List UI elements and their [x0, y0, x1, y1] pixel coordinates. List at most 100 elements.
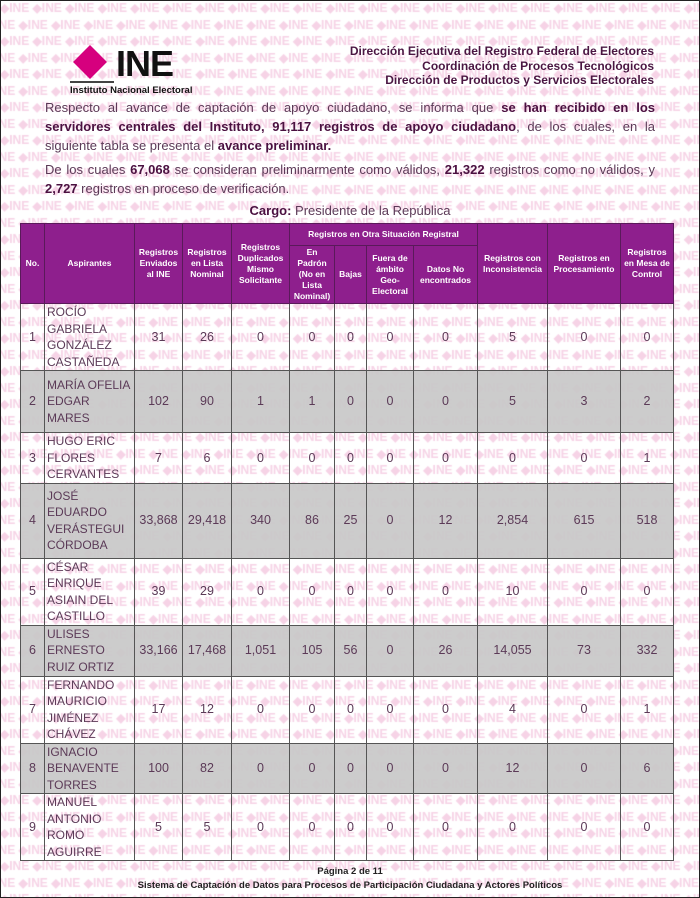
cell-value: 5	[182, 793, 232, 861]
cell-value: 0	[547, 432, 621, 484]
aspirante-name: HUGO ERIC FLORES CERVANTES	[44, 432, 135, 484]
cell-value: 0	[289, 742, 335, 794]
cell-value: 0	[413, 675, 478, 744]
cell-value: 0	[231, 793, 290, 861]
col-mesa: Registros en Mesa de Control	[620, 223, 674, 304]
cell-value: 29,418	[182, 482, 232, 559]
cell-value: 105	[289, 624, 335, 677]
aspirante-name: ROCÍO GABRIELA GONZÁLEZ CASTAÑEDA	[44, 303, 135, 371]
cell-value: 0	[413, 432, 478, 484]
col-duplicados: Registros Duplicados Mismo Solicitante	[231, 223, 290, 304]
cell-value: 0	[289, 793, 335, 861]
cell-value: 0	[366, 432, 414, 484]
cell-value: 0	[334, 370, 367, 433]
page-header: INE Instituto Nacional Electoral Direcci…	[0, 42, 700, 98]
cell-value: 33,868	[134, 482, 183, 559]
col-enviados: Registros Enviados al INE	[134, 223, 183, 304]
cell-value: 518	[620, 482, 674, 559]
row-number: 2	[20, 370, 45, 433]
header-line: Dirección de Productos y Servicios Elect…	[385, 73, 654, 87]
col-lista: Registros en Lista Nominal	[182, 223, 232, 304]
col-datos: Datos No encontrados	[413, 245, 478, 304]
cell-value: 5	[134, 793, 183, 861]
text: registros como no válidos, y	[484, 162, 656, 177]
cell-value: 0	[413, 742, 478, 794]
header-block: Dirección Ejecutiva del Registro Federal…	[350, 44, 654, 88]
cell-value: 0	[366, 370, 414, 433]
summary-paragraph: De los cuales 67,068 se consideran preli…	[45, 160, 655, 198]
ine-logo: INE Instituto Nacional Electoral	[68, 43, 203, 98]
cargo-title: Cargo: Presidente de la República	[0, 202, 700, 219]
verifying-count: 2,727	[45, 181, 78, 196]
cell-value: 0	[366, 675, 414, 744]
table-row: 2 MARÍA OFELIA EDGAR MARES 102 90 1 1 0 0 0 5 3 2	[20, 370, 674, 433]
cell-value: 0	[620, 303, 674, 371]
cell-value: 0	[231, 557, 290, 626]
table-row: 4 JOSÉ EDUARDO VERÁSTEGUI CÓRDOBA 33,868 29…	[20, 482, 674, 559]
cell-value: 0	[547, 675, 621, 744]
cell-value: 0	[334, 432, 367, 484]
header-line: Coordinación de Procesos Tecnológicos	[422, 58, 654, 73]
row-number: 4	[20, 482, 45, 559]
cell-value: 7	[134, 432, 183, 484]
col-padron: En Padrón (No en Lista Nominal)	[289, 245, 335, 304]
cell-value: 0	[334, 742, 367, 794]
cell-value: 0	[231, 675, 290, 744]
aspirante-name: FERNANDO MAURICIO JIMÉNEZ CHÁVEZ	[44, 675, 135, 744]
cell-value: 12	[477, 742, 548, 794]
cell-value: 73	[547, 624, 621, 677]
table-row: 1 ROCÍO GABRIELA GONZÁLEZ CASTAÑEDA 31 26 0 0…	[20, 303, 674, 371]
cell-value: 0	[289, 432, 335, 484]
cell-value: 2	[620, 370, 674, 433]
cell-value: 0	[547, 303, 621, 371]
cell-value: 615	[547, 482, 621, 559]
cell-value: 0	[366, 742, 414, 794]
logo-subtitle: Instituto Nacional Electoral	[70, 85, 193, 96]
cell-value: 0	[334, 793, 367, 861]
valid-count: 67,068	[130, 162, 170, 177]
cell-value: 0	[413, 303, 478, 371]
cell-value: 340	[231, 482, 290, 559]
cell-value: 0	[547, 742, 621, 794]
logo-underline	[70, 81, 114, 83]
cell-value: 1	[620, 432, 674, 484]
cell-value: 25	[334, 482, 367, 559]
text: De los cuales	[45, 162, 131, 177]
footer-system: Sistema de Captación de Datos para Proce…	[137, 880, 563, 891]
cell-value: 17,468	[182, 624, 232, 677]
cell-value: 0	[366, 793, 414, 861]
col-no: No.	[20, 223, 45, 304]
cell-value: 0	[231, 742, 290, 794]
cell-value: 102	[134, 370, 183, 433]
aspirante-name: MANUEL ANTONIO ROMO AGUIRRE	[44, 793, 135, 861]
logo-wordmark: INE	[116, 43, 174, 84]
page-number: Página 2 de 11	[317, 866, 383, 877]
row-number: 5	[20, 557, 45, 626]
row-number: 1	[20, 303, 45, 371]
row-number: 7	[20, 675, 45, 744]
cell-value: 4	[477, 675, 548, 744]
results-table: No. Aspirantes Registros Enviados al INE…	[20, 223, 674, 861]
cell-value: 0	[231, 303, 290, 371]
cell-value: 0	[620, 557, 674, 626]
intro-paragraph: Respecto al avance de captación de apoyo…	[45, 98, 655, 155]
table-row: 9 MANUEL ANTONIO ROMO AGUIRRE 5 5 0 0 0 0 0 0 0 0	[20, 793, 674, 861]
cargo-label: Cargo:	[249, 203, 292, 218]
cell-value: 3	[547, 370, 621, 433]
cell-value: 0	[477, 793, 548, 861]
cell-value: 0	[413, 793, 478, 861]
col-group-otra-situacion: Registros en Otra Situación Registral	[289, 223, 478, 246]
text: se consideran preliminarmente como válid…	[169, 162, 445, 177]
cell-value: 17	[134, 675, 183, 744]
cell-value: 0	[289, 303, 335, 371]
cell-value: 0	[366, 303, 414, 371]
cell-value: 0	[477, 432, 548, 484]
cell-value: 1	[289, 370, 335, 433]
col-inconsistencia: Registros con Inconsistencia	[477, 223, 548, 304]
aspirante-name: JOSÉ EDUARDO VERÁSTEGUI CÓRDOBA	[44, 482, 135, 559]
cell-value: 0	[413, 557, 478, 626]
aspirante-name: CÉSAR ENRIQUE ASIAIN DEL CASTILLO	[44, 557, 135, 626]
table-row: 3 HUGO ERIC FLORES CERVANTES 7 6 0 0 0 0 0 0 0 1	[20, 432, 674, 484]
table-row: 6 ULISES ERNESTO RUIZ ORTIZ 33,166 17,468 1,…	[20, 624, 674, 677]
